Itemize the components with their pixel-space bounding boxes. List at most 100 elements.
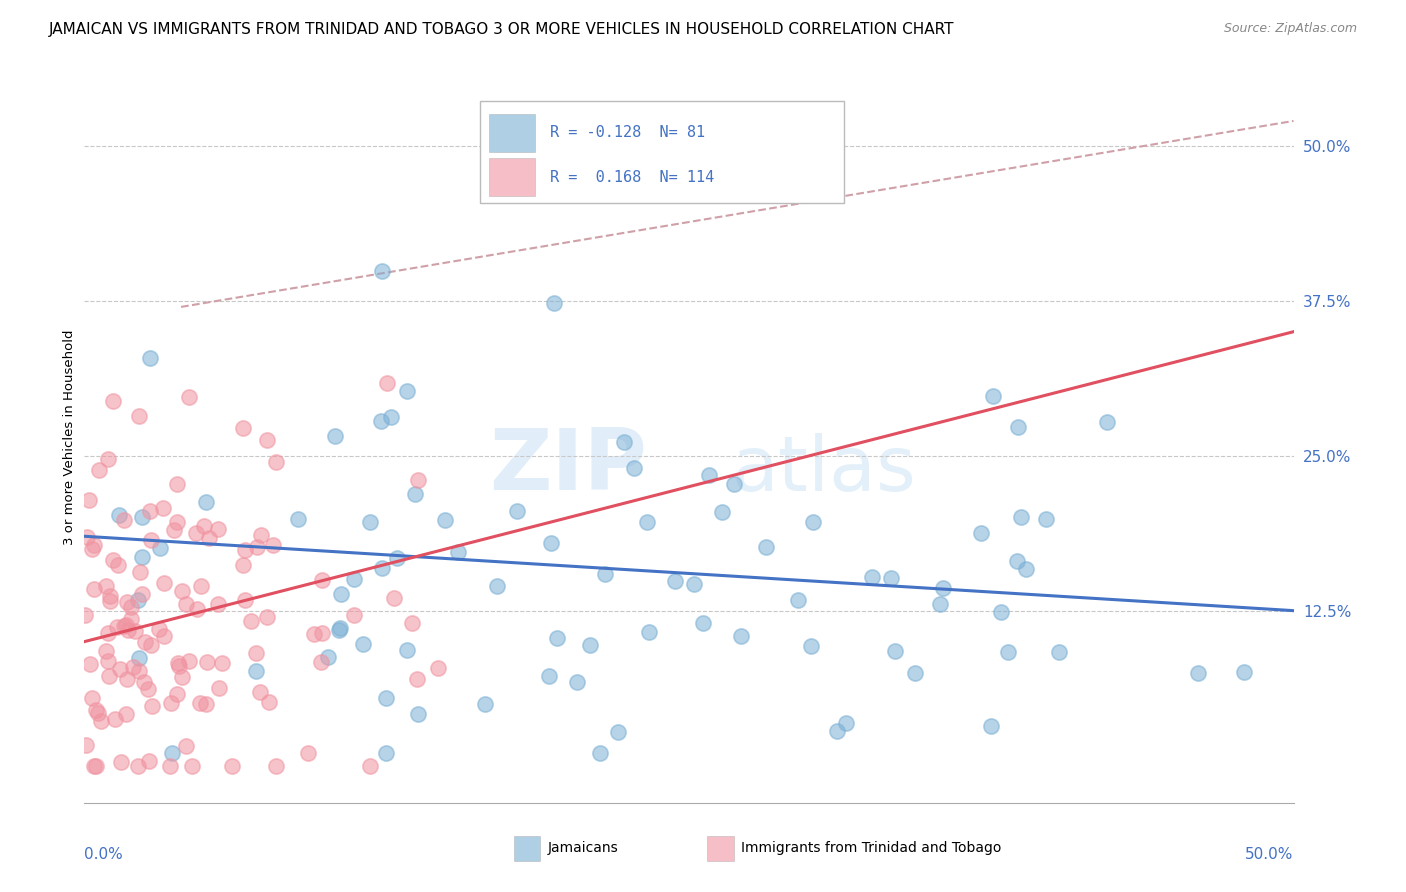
Point bbox=[195, 656, 218, 670]
FancyBboxPatch shape bbox=[489, 158, 536, 195]
Point bbox=[904, 666, 927, 681]
Point bbox=[90, 714, 112, 729]
Point bbox=[94, 579, 117, 593]
Point bbox=[152, 629, 174, 643]
Point bbox=[181, 758, 204, 772]
Point bbox=[131, 510, 153, 524]
Point bbox=[186, 602, 208, 616]
Point bbox=[1047, 645, 1070, 659]
Point bbox=[177, 391, 200, 405]
Point bbox=[112, 513, 135, 527]
Point bbox=[447, 545, 470, 559]
Point bbox=[233, 543, 256, 558]
Point bbox=[108, 508, 131, 523]
Point bbox=[370, 414, 392, 428]
Point bbox=[149, 541, 172, 555]
Point bbox=[117, 624, 139, 638]
Point bbox=[83, 758, 105, 772]
Point bbox=[401, 615, 423, 630]
Point bbox=[112, 618, 135, 632]
Point bbox=[131, 549, 153, 564]
Point bbox=[159, 758, 181, 772]
Point bbox=[110, 662, 132, 676]
Point bbox=[96, 643, 118, 657]
Point bbox=[114, 618, 136, 632]
Point bbox=[352, 636, 374, 650]
Point bbox=[589, 746, 612, 760]
Point bbox=[86, 758, 108, 772]
Point bbox=[374, 690, 396, 705]
Point bbox=[75, 607, 97, 622]
Point bbox=[141, 698, 163, 713]
Point bbox=[153, 576, 176, 591]
Point bbox=[132, 674, 155, 689]
Point bbox=[538, 669, 561, 683]
Point bbox=[134, 635, 156, 649]
Point bbox=[264, 455, 287, 469]
Point bbox=[127, 593, 149, 607]
Point bbox=[606, 724, 628, 739]
Point bbox=[474, 697, 496, 711]
Text: JAMAICAN VS IMMIGRANTS FROM TRINIDAD AND TOBAGO 3 OR MORE VEHICLES IN HOUSEHOLD : JAMAICAN VS IMMIGRANTS FROM TRINIDAD AND… bbox=[49, 22, 955, 37]
Point bbox=[1035, 512, 1057, 526]
Point bbox=[246, 540, 269, 554]
Point bbox=[546, 632, 568, 646]
Point bbox=[884, 644, 907, 658]
Point bbox=[186, 525, 208, 540]
Point bbox=[103, 393, 125, 408]
Point bbox=[311, 625, 333, 640]
Point bbox=[131, 587, 153, 601]
Point bbox=[664, 574, 686, 588]
Text: 0.0%: 0.0% bbox=[84, 847, 124, 862]
Point bbox=[800, 639, 823, 653]
Point bbox=[1097, 416, 1119, 430]
Point bbox=[128, 566, 150, 580]
Point bbox=[170, 670, 193, 684]
Point bbox=[360, 758, 382, 772]
Point bbox=[1187, 665, 1209, 680]
Point bbox=[250, 527, 273, 541]
Point bbox=[835, 716, 858, 731]
Point bbox=[117, 595, 139, 609]
Point bbox=[166, 687, 188, 701]
Point bbox=[262, 537, 284, 551]
Point bbox=[79, 657, 101, 671]
Point bbox=[929, 597, 952, 611]
Point bbox=[697, 467, 720, 482]
Point bbox=[990, 606, 1012, 620]
Text: ZIP: ZIP bbox=[489, 425, 647, 508]
Point bbox=[138, 754, 160, 768]
Point bbox=[83, 538, 105, 552]
FancyBboxPatch shape bbox=[479, 101, 844, 203]
Point bbox=[997, 644, 1019, 658]
Point bbox=[239, 614, 262, 628]
Point bbox=[249, 684, 271, 698]
Point bbox=[139, 638, 162, 652]
Text: Immigrants from Trinidad and Tobago: Immigrants from Trinidad and Tobago bbox=[741, 841, 1001, 855]
Point bbox=[256, 609, 278, 624]
Point bbox=[195, 495, 218, 509]
Point bbox=[76, 531, 98, 545]
Point bbox=[565, 674, 588, 689]
Point bbox=[98, 594, 121, 608]
Point bbox=[128, 409, 150, 424]
Text: Source: ZipAtlas.com: Source: ZipAtlas.com bbox=[1223, 22, 1357, 36]
Point bbox=[256, 433, 278, 447]
Point bbox=[486, 578, 509, 592]
Point bbox=[122, 660, 145, 674]
Point bbox=[163, 523, 186, 537]
Point bbox=[426, 661, 449, 675]
Point bbox=[623, 461, 645, 475]
Point bbox=[166, 656, 188, 670]
Point bbox=[786, 593, 808, 607]
Point bbox=[82, 690, 104, 705]
Point bbox=[1007, 420, 1029, 434]
Point bbox=[174, 597, 197, 611]
Point bbox=[343, 572, 366, 586]
Point bbox=[257, 695, 280, 709]
Point bbox=[139, 351, 162, 365]
Point bbox=[683, 576, 706, 591]
Point bbox=[207, 597, 229, 611]
Point bbox=[139, 504, 162, 518]
Point bbox=[302, 626, 325, 640]
